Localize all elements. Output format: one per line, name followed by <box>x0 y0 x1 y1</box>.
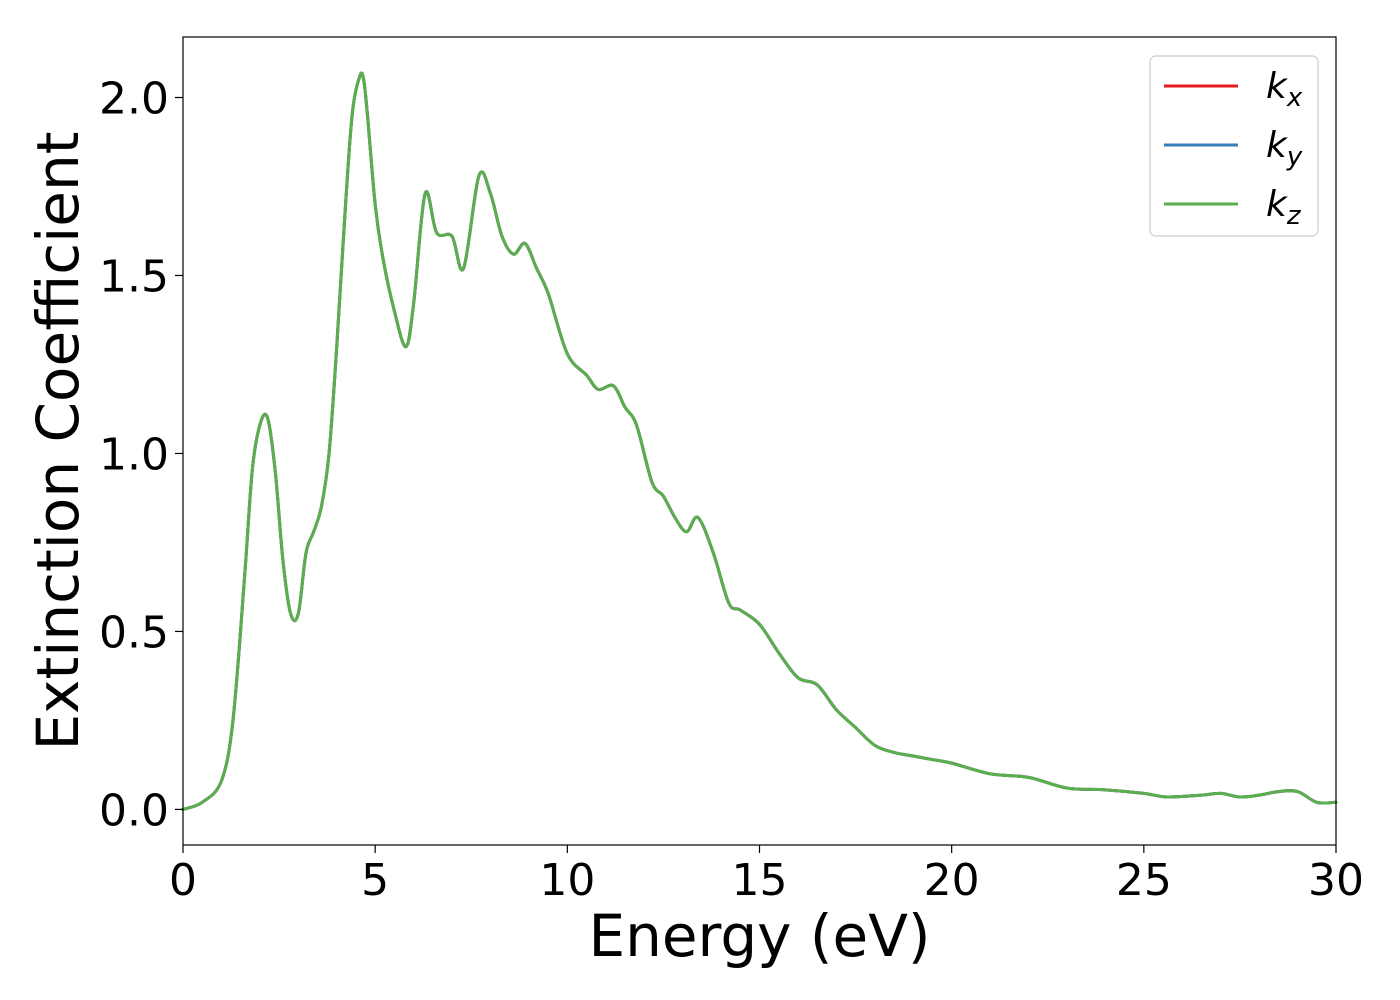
y-tick-label: 1.0 <box>99 429 169 480</box>
x-tick-label: 25 <box>1116 855 1172 906</box>
y-axis-ticks: 0.0 0.5 1.0 1.5 2.0 <box>99 74 183 836</box>
x-axis-ticks: 0 5 10 15 20 25 30 <box>169 845 1364 906</box>
series-line-kz <box>181 71 1338 811</box>
x-tick-label: 15 <box>732 855 788 906</box>
x-axis-title: Energy (eV) <box>588 902 930 970</box>
y-tick-label: 2.0 <box>99 74 169 125</box>
x-tick-label: 5 <box>361 855 389 906</box>
y-tick-label: 0.0 <box>99 785 169 836</box>
y-tick-label: 1.5 <box>99 251 169 302</box>
y-axis-title: Extinction Coefficient <box>24 132 92 751</box>
x-tick-label: 20 <box>924 855 980 906</box>
series-layer <box>181 71 1338 811</box>
plot-area <box>183 37 1336 845</box>
y-tick-label: 0.5 <box>99 607 169 658</box>
x-tick-label: 30 <box>1308 855 1364 906</box>
x-tick-label: 10 <box>539 855 595 906</box>
x-tick-label: 0 <box>169 855 197 906</box>
